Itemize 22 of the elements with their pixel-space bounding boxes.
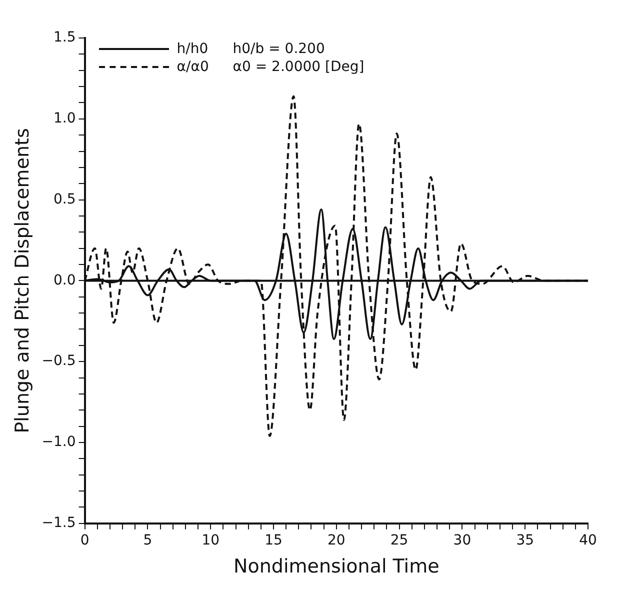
x-tick-label: 25	[390, 532, 408, 548]
y-axis-title: Plunge and Pitch Displacements	[11, 128, 34, 434]
annotation: h0/b = 0.200	[232, 40, 325, 58]
y-tick-label: 1.5	[54, 30, 76, 46]
x-tick-label: 20	[327, 532, 346, 548]
y-tick-label: −1.5	[42, 515, 76, 532]
x-axis-title: Nondimensional Time	[234, 556, 440, 578]
y-tick-label: 1.0	[54, 110, 76, 127]
x-tick-label: 30	[453, 532, 472, 548]
y-tick-label: 0.5	[54, 191, 76, 208]
x-tick-label: 10	[202, 532, 220, 548]
y-tick-label: −1.0	[42, 434, 76, 450]
legend-label: α/α0	[176, 58, 210, 76]
y-tick-label: −0.5	[42, 353, 76, 370]
x-tick-label: 15	[264, 532, 282, 548]
x-tick-label: 5	[143, 532, 152, 548]
annotation: α0 = 2.0000 [Deg]	[232, 58, 364, 76]
legend-label: h/h0	[176, 40, 210, 58]
x-tick-label: 0	[80, 532, 90, 548]
x-tick-label: 40	[579, 532, 597, 548]
x-tick-label: 35	[516, 532, 534, 548]
y-tick-label: 0.0	[54, 272, 76, 288]
